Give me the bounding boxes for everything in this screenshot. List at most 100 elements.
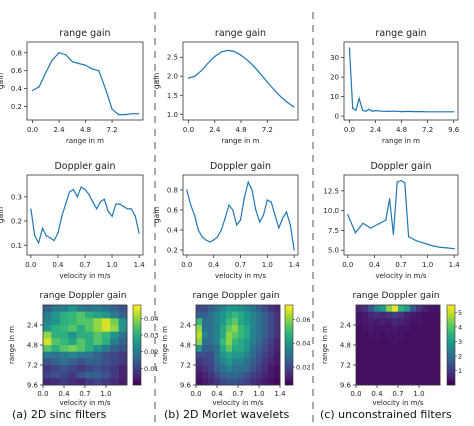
c-heatmap-colorbar-segment (447, 311, 455, 314)
b-heatmap-cell (208, 325, 215, 332)
a-heatmap-cell (59, 338, 69, 346)
c-doppler-data-point (430, 244, 432, 247)
c-heatmap-ytick-label: 9.6 (340, 382, 352, 390)
b-heatmap-cell (268, 338, 275, 346)
c-doppler-data-point (408, 236, 410, 238)
c-range-ytick-label: 30 (330, 54, 339, 62)
b-doppler-data-point (232, 209, 234, 211)
c-heatmap-cell (398, 365, 405, 372)
c-heatmap-cell (368, 378, 375, 386)
c-heatmap-colorbar-segment (447, 379, 455, 382)
c-heatmap-colorbar-segment (447, 309, 455, 312)
b-heatmap-cell (220, 325, 227, 332)
b-heatmap-cell (268, 305, 275, 312)
b-heatmap-cell (232, 378, 239, 386)
b-doppler-xtick-label: 0.4 (208, 261, 220, 269)
c-heatmap-cell (434, 358, 441, 366)
b-heatmap-cell (268, 311, 275, 319)
a-heatmap-xtick-label: 0.4 (58, 390, 70, 398)
b-heatmap-cell (202, 351, 209, 359)
a-heatmap-cell (43, 325, 52, 332)
a-doppler-data-point (34, 235, 36, 237)
c-range-data-point (407, 110, 409, 113)
a-range-ytick-label: 0.6 (11, 67, 23, 75)
c-heatmap-cell (434, 338, 441, 346)
b-doppler-data-point (251, 189, 253, 191)
c-heatmap-cell (398, 331, 405, 339)
b-heatmap-cell (244, 331, 251, 339)
c-heatmap-cell (410, 338, 417, 346)
c-heatmap-cell (398, 325, 405, 332)
a-heatmap-cell (101, 318, 111, 326)
b-range-ytick-label: 1.0 (167, 111, 178, 119)
b-range-xtick-label: 7.2 (262, 126, 273, 134)
a-heatmap-colorbar-segment (133, 305, 141, 308)
b-heatmap-cell (208, 331, 215, 339)
b-doppler-data-point (205, 239, 207, 241)
a-doppler-data-point (57, 232, 59, 234)
a-heatmap-cell (93, 365, 103, 372)
a-heatmap-colorbar-segment (133, 351, 141, 354)
b-heatmap-cell (250, 365, 257, 372)
b-heatmap-cell (256, 358, 263, 366)
a-heatmap-colorbar-segment (133, 375, 141, 378)
a-heatmap-cell (110, 378, 119, 386)
a-heatmap-cell (110, 365, 119, 372)
b-range-xtick-label: 0.0 (183, 126, 194, 134)
c-heatmap-cell (422, 305, 429, 312)
a-heatmap-cell (85, 338, 94, 346)
c-heatmap-cell (434, 311, 441, 319)
b-doppler-data-point (243, 197, 245, 199)
c-heatmap-colorbar-segment (447, 331, 455, 334)
c-heatmap-ytick-label: 4.8 (340, 342, 351, 350)
a-heatmap-cell (110, 325, 119, 332)
b-heatmap-cell (244, 305, 251, 312)
b-heatmap-cell (256, 365, 263, 372)
a-heatmap-cell (93, 318, 103, 326)
b-heatmap-xtick-label: 0.7 (232, 390, 243, 398)
c-heatmap-cell (368, 318, 375, 326)
a-heatmap-colorbar-segment (133, 357, 141, 360)
c-heatmap-cell (392, 318, 399, 326)
b-heatmap-cell (226, 371, 233, 379)
b-heatmap-cell (220, 345, 227, 352)
b-heatmap-cell (262, 338, 269, 346)
a-heatmap-cell (68, 311, 77, 319)
c-heatmap-cell (416, 325, 423, 332)
b-heatmap-cell (238, 318, 245, 326)
c-range-data-point (420, 111, 422, 113)
c-range-ytick-label: 10 (330, 93, 339, 101)
a-range-data-point (111, 108, 113, 110)
a-heatmap-colorbar-segment (133, 381, 141, 384)
b-heatmap-colorbar-segment (285, 371, 293, 374)
a-range-data-point (45, 71, 47, 74)
b-range-data-point (273, 88, 275, 91)
c-heatmap-colorbar-label: 3 (458, 338, 462, 346)
b-heatmap-cell (238, 351, 245, 359)
b-heatmap-cell (226, 325, 233, 332)
c-doppler-data-point (385, 219, 387, 221)
a-range-data-point (65, 53, 67, 56)
b-heatmap-colorbar-segment (285, 307, 293, 310)
c-heatmap-cell (380, 305, 387, 312)
c-heatmap-cell (392, 371, 399, 379)
b-doppler-xtick-label: 0.7 (235, 261, 246, 269)
a-heatmap-title: range Doppler gain (40, 291, 127, 301)
c-heatmap-colorbar-segment (447, 369, 455, 372)
a-doppler-xtick-label: 0.7 (79, 261, 90, 269)
c-doppler-data-point (453, 248, 455, 250)
c-heatmap-colorbar-segment (447, 375, 455, 378)
a-doppler-data-point (103, 198, 105, 200)
a-heatmap-cell (51, 305, 61, 312)
a-heatmap-colorbar-segment (133, 373, 141, 376)
a-heatmap-cell (93, 378, 103, 386)
b-heatmap-colorbar-label: 0.02 (296, 364, 310, 372)
c-heatmap-cell (356, 338, 363, 346)
a-heatmap-cell (59, 378, 69, 386)
b-heatmap-cell (196, 325, 203, 332)
b-doppler-data-point (278, 227, 280, 229)
a-doppler-data-point (61, 215, 63, 217)
c-heatmap-colorbar-segment (447, 315, 455, 318)
a-heatmap-cell (68, 365, 77, 372)
a-heatmap-colorbar-segment (133, 377, 141, 380)
